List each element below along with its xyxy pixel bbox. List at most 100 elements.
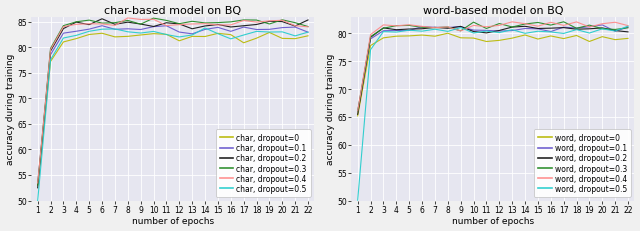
char, dropout=0.5: [278, 31, 286, 34]
char, dropout=0.3: [291, 22, 299, 25]
char, dropout=0.3: [266, 24, 273, 26]
char, dropout=0: [111, 36, 119, 39]
char, dropout=0.5: [137, 33, 145, 35]
word, dropout=0.5: [380, 31, 387, 34]
char, dropout=0.3: [72, 21, 80, 24]
word, dropout=0.3: [586, 25, 593, 27]
word, dropout=0.5: [560, 33, 568, 36]
char, dropout=0.3: [111, 22, 119, 25]
Line: char, dropout=0.3: char, dropout=0.3: [38, 19, 308, 185]
word, dropout=0.2: [392, 29, 400, 32]
Y-axis label: accuracy during training: accuracy during training: [6, 54, 15, 164]
word, dropout=0.2: [444, 28, 452, 30]
word, dropout=0.5: [444, 31, 452, 34]
word, dropout=0.4: [380, 24, 387, 27]
word, dropout=0.5: [534, 31, 541, 33]
char, dropout=0.2: [137, 24, 145, 26]
word, dropout=0.1: [508, 30, 516, 33]
word, dropout=0.2: [624, 31, 632, 34]
word, dropout=0.2: [560, 27, 568, 30]
word, dropout=0: [470, 37, 477, 40]
char, dropout=0.5: [201, 27, 209, 30]
word, dropout=0.3: [521, 24, 529, 26]
Title: char-based model on BQ: char-based model on BQ: [104, 6, 241, 15]
char, dropout=0.3: [240, 19, 248, 22]
char, dropout=0.4: [150, 19, 157, 21]
char, dropout=0: [188, 36, 196, 39]
word, dropout=0.1: [521, 28, 529, 31]
char, dropout=0: [98, 33, 106, 36]
char, dropout=0.2: [278, 21, 286, 24]
char, dropout=0.4: [240, 20, 248, 23]
word, dropout=0.1: [483, 30, 490, 33]
char, dropout=0.4: [98, 23, 106, 26]
word, dropout=0.5: [547, 31, 555, 34]
char, dropout=0.2: [304, 19, 312, 22]
word, dropout=0.3: [495, 23, 503, 26]
char, dropout=0.4: [34, 182, 42, 185]
word, dropout=0.4: [470, 25, 477, 28]
char, dropout=0.3: [278, 19, 286, 22]
char, dropout=0.1: [304, 32, 312, 34]
char, dropout=0.1: [163, 25, 170, 28]
char, dropout=0.5: [175, 36, 183, 39]
char, dropout=0.2: [253, 24, 260, 27]
char, dropout=0.4: [291, 25, 299, 28]
word, dropout=0: [392, 36, 400, 38]
word, dropout=0.4: [624, 25, 632, 28]
word, dropout=0.3: [354, 110, 362, 113]
char, dropout=0: [214, 33, 221, 36]
word, dropout=0.1: [367, 38, 374, 41]
word, dropout=0.4: [495, 25, 503, 28]
char, dropout=0: [291, 38, 299, 41]
word, dropout=0: [354, 115, 362, 118]
word, dropout=0.2: [431, 27, 439, 30]
char, dropout=0.4: [304, 26, 312, 29]
char, dropout=0.2: [227, 27, 235, 29]
word, dropout=0.1: [418, 26, 426, 29]
word, dropout=0.3: [470, 22, 477, 24]
word, dropout=0.3: [405, 25, 413, 28]
word, dropout=0.1: [573, 27, 580, 30]
char, dropout=0.2: [291, 26, 299, 28]
char, dropout=0.4: [60, 26, 67, 29]
char, dropout=0.3: [188, 21, 196, 24]
char, dropout=0: [201, 36, 209, 39]
char, dropout=0.3: [214, 22, 221, 25]
char, dropout=0: [163, 34, 170, 36]
word, dropout=0.3: [547, 24, 555, 27]
char, dropout=0.2: [150, 26, 157, 29]
X-axis label: number of epochs: number of epochs: [132, 216, 214, 225]
word, dropout=0.2: [354, 113, 362, 116]
char, dropout=0.5: [150, 31, 157, 34]
word, dropout=0.1: [392, 30, 400, 33]
word, dropout=0: [624, 38, 632, 41]
char, dropout=0.2: [175, 24, 183, 26]
char, dropout=0.3: [98, 23, 106, 25]
char, dropout=0.2: [266, 21, 273, 24]
char, dropout=0.1: [124, 28, 132, 31]
char, dropout=0: [278, 38, 286, 41]
char, dropout=0.4: [111, 25, 119, 28]
word, dropout=0.2: [495, 30, 503, 33]
char, dropout=0.2: [111, 24, 119, 27]
char, dropout=0.3: [124, 20, 132, 23]
char, dropout=0.1: [214, 27, 221, 30]
word, dropout=0.1: [444, 27, 452, 30]
word, dropout=0.5: [405, 30, 413, 32]
word, dropout=0.3: [380, 28, 387, 30]
char, dropout=0.4: [47, 49, 54, 52]
Line: word, dropout=0.4: word, dropout=0.4: [358, 23, 628, 112]
word, dropout=0.1: [431, 27, 439, 30]
word, dropout=0.1: [586, 26, 593, 29]
word, dropout=0.3: [560, 21, 568, 24]
char, dropout=0.3: [163, 20, 170, 23]
word, dropout=0.3: [534, 22, 541, 25]
word, dropout=0.2: [586, 28, 593, 31]
char, dropout=0: [60, 41, 67, 44]
word, dropout=0: [444, 33, 452, 36]
char, dropout=0.3: [201, 22, 209, 25]
char, dropout=0.1: [137, 29, 145, 32]
word, dropout=0.3: [431, 27, 439, 30]
char, dropout=0.4: [278, 20, 286, 23]
